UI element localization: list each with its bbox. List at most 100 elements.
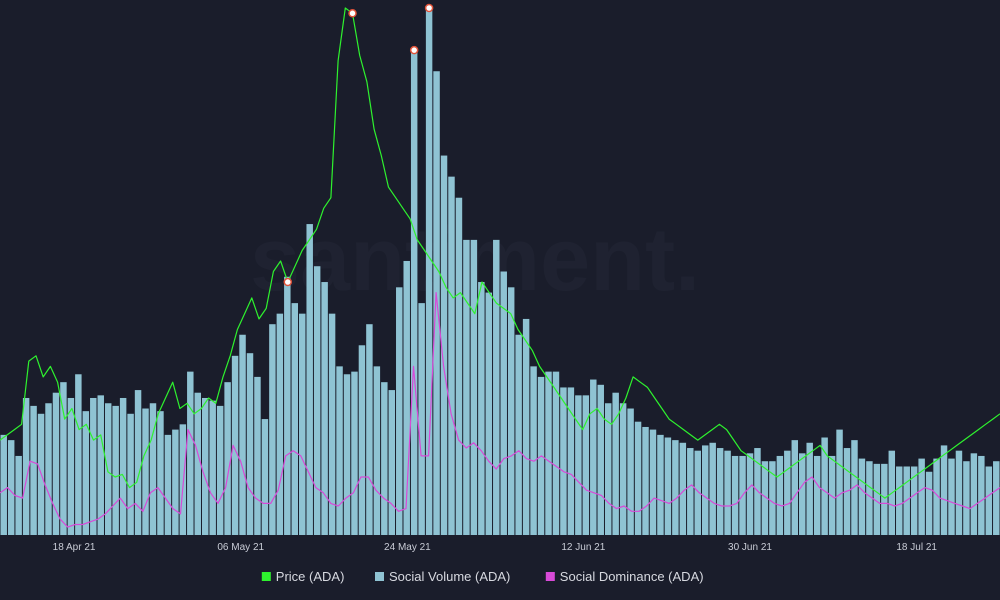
volume-bar [30,405,37,535]
volume-bar [276,313,284,535]
volume-bar [82,411,90,535]
volume-bar [761,461,769,535]
volume-bar [515,334,522,535]
volume-bar [948,458,955,535]
legend-label: Social Dominance (ADA) [560,569,704,584]
volume-bar [649,429,657,535]
volume-bar [522,318,530,535]
volume-bar [396,287,403,535]
volume-bar [119,397,127,535]
volume-bar [985,466,993,535]
volume-bar [149,403,157,535]
legend-label: Price (ADA) [276,569,345,584]
price-line-group [0,7,1000,499]
x-tick-label: 06 May 21 [217,542,264,553]
x-tick-label: 12 Jun 21 [561,542,605,553]
volume-bar [873,463,881,535]
volume-bar [328,313,336,535]
volume-bar [45,403,52,535]
volume-bar [612,392,619,535]
volume-bar [731,455,739,535]
event-marker [424,3,434,13]
volume-bar [604,403,612,535]
volume-bar [455,197,463,535]
volume-bar [933,458,940,535]
x-tick-label: 18 Jul 21 [896,542,937,553]
social-dominance-line-group [0,292,1000,528]
legend-swatch [545,572,555,581]
volume-bar [627,408,634,535]
volume-bar [910,466,918,535]
volume-bar [694,450,701,535]
event-marker [283,277,293,287]
volume-bar [75,374,82,535]
volume-bar [925,471,933,535]
volume-bar [918,458,925,535]
volume-bar [567,387,575,535]
volume-bar [179,424,187,535]
volume-bar [806,442,813,535]
volume-bar [112,405,119,535]
volume-bar [22,397,30,535]
volume-bar [269,324,276,535]
volume-bar [716,448,724,535]
volume-bar [709,442,716,535]
volume-bar [485,292,493,535]
volume-bar [784,450,791,535]
volume-bar [701,445,709,535]
volume-bar [209,400,216,535]
social-dominance-line [0,292,1000,528]
volume-bar [470,239,478,535]
volume-bar [187,371,194,535]
volume-bar [388,390,396,535]
volume-bar [284,276,291,535]
volume-bar [619,403,627,535]
volume-bar [336,366,343,535]
volume-bar [306,224,313,535]
volume-bar [657,434,664,535]
volume-bar [993,461,1000,535]
volume-bar [366,324,373,535]
volume-bar [500,271,507,535]
volume-bar [381,382,388,535]
volume-bar [881,463,888,535]
volume-bar [851,440,858,535]
volume-bar [769,461,776,535]
volume-bar [97,395,104,535]
volume-bar [425,8,433,535]
volume-bar [813,455,821,535]
volume-bar [896,466,903,535]
volume-bar [52,392,60,535]
volume-bar [560,387,567,535]
volume-bar [552,371,560,535]
volume-bar [321,282,328,535]
volume-bar [978,455,985,535]
volume-bar [216,405,224,535]
volume-bar [724,450,731,535]
volume-bar [575,395,582,535]
volume-bar [478,282,485,535]
volume-bar [493,239,500,535]
volume-bar [836,429,843,535]
volume-bar [172,429,179,535]
volume-bar [164,434,172,535]
event-marker [409,45,419,55]
volume-bar [597,384,604,535]
event-marker [348,9,357,18]
volume-bar [224,382,231,535]
volume-bar [403,260,410,535]
volume-bar [448,176,455,535]
volume-bar [634,421,642,535]
volume-bar [687,448,694,535]
volume-bar [261,419,269,535]
volume-bar [231,355,239,535]
volume-bar [463,239,470,535]
volume-bar [142,408,149,535]
x-tick-label: 24 May 21 [384,542,431,553]
volume-bar [955,450,963,535]
volume-bar [246,353,254,535]
volume-bar [351,371,358,535]
legend-label: Social Volume (ADA) [389,569,510,584]
volume-bar [970,453,978,535]
social-volume-bars [0,8,1000,536]
